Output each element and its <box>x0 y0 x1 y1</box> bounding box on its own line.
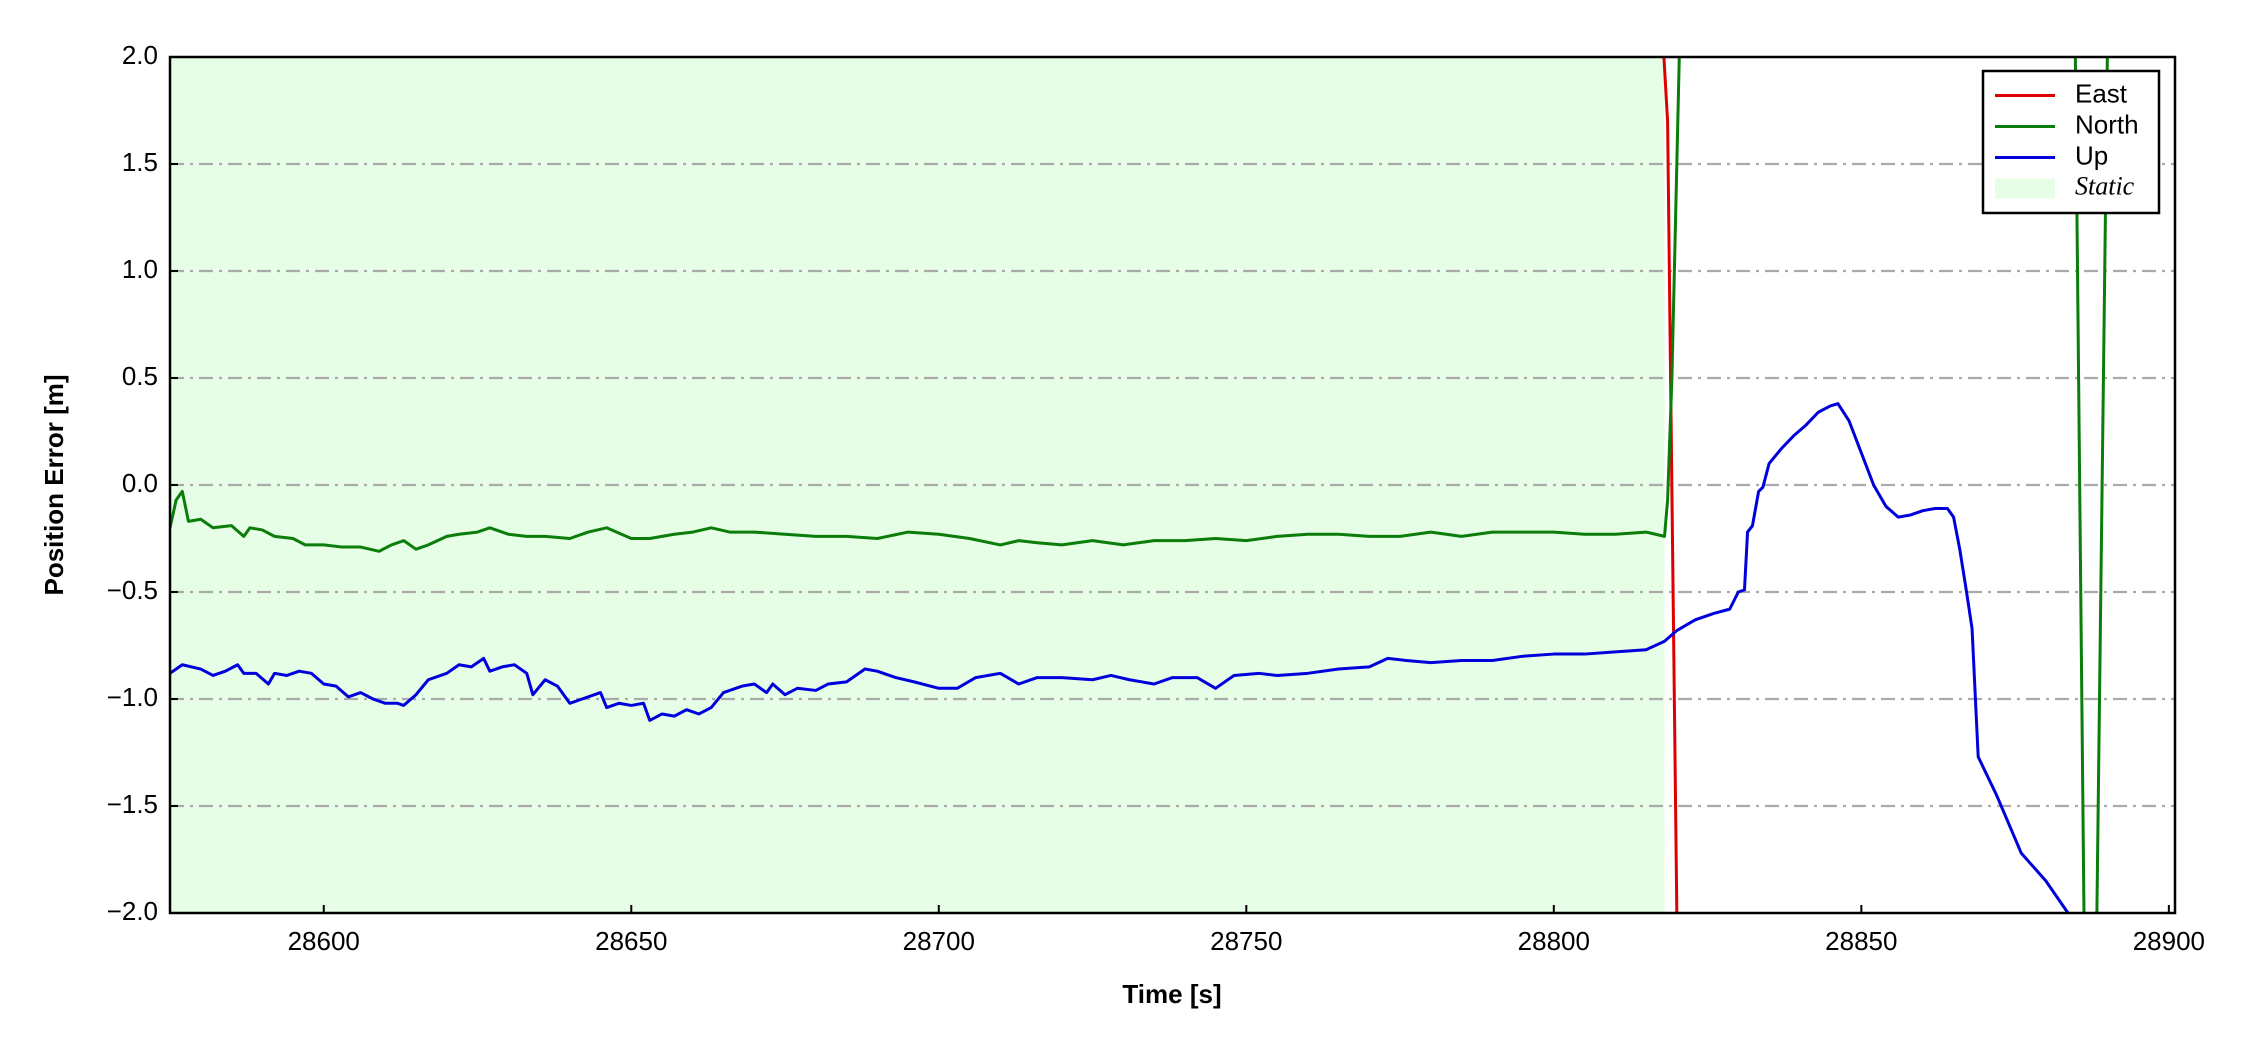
y-tick-label: 2.0 <box>122 40 158 70</box>
y-tick-label: −2.0 <box>107 896 158 926</box>
x-tick-label: 28750 <box>1210 926 1282 956</box>
y-tick-label: 0.0 <box>122 468 158 498</box>
x-tick-label: 28700 <box>903 926 975 956</box>
y-tick-label: −0.5 <box>107 575 158 605</box>
x-tick-label: 28900 <box>2133 926 2205 956</box>
y-tick-label: 1.5 <box>122 147 158 177</box>
y-tick-label: 0.5 <box>122 361 158 391</box>
legend-swatch <box>1995 178 2055 199</box>
series-line <box>170 402 2070 913</box>
x-tick-label: 28600 <box>288 926 360 956</box>
y-tick-label: −1.5 <box>107 789 158 819</box>
series-line <box>1662 57 1679 913</box>
plot-frame <box>168 55 2177 915</box>
y-tick-label: −1.0 <box>107 682 158 712</box>
legend-label: North <box>2075 109 2139 139</box>
x-tick-label: 28800 <box>1518 926 1590 956</box>
legend-label: Up <box>2075 140 2108 170</box>
legend-label: East <box>2075 78 2128 108</box>
legend-label: Static <box>2075 171 2135 200</box>
y-axis-label: Position Error [m] <box>39 374 69 595</box>
x-axis-label: Time [s] <box>1122 979 1221 1009</box>
x-tick-label: 28850 <box>1825 926 1897 956</box>
y-tick-label: 1.0 <box>122 254 158 284</box>
plot-background <box>170 57 2175 913</box>
axes: −2.0 −1.5 −1.0 −0.5 0.0 0.5 1.0 1.5 2.0 28600 2865… <box>107 40 2205 956</box>
x-tick-label: 28650 <box>595 926 667 956</box>
